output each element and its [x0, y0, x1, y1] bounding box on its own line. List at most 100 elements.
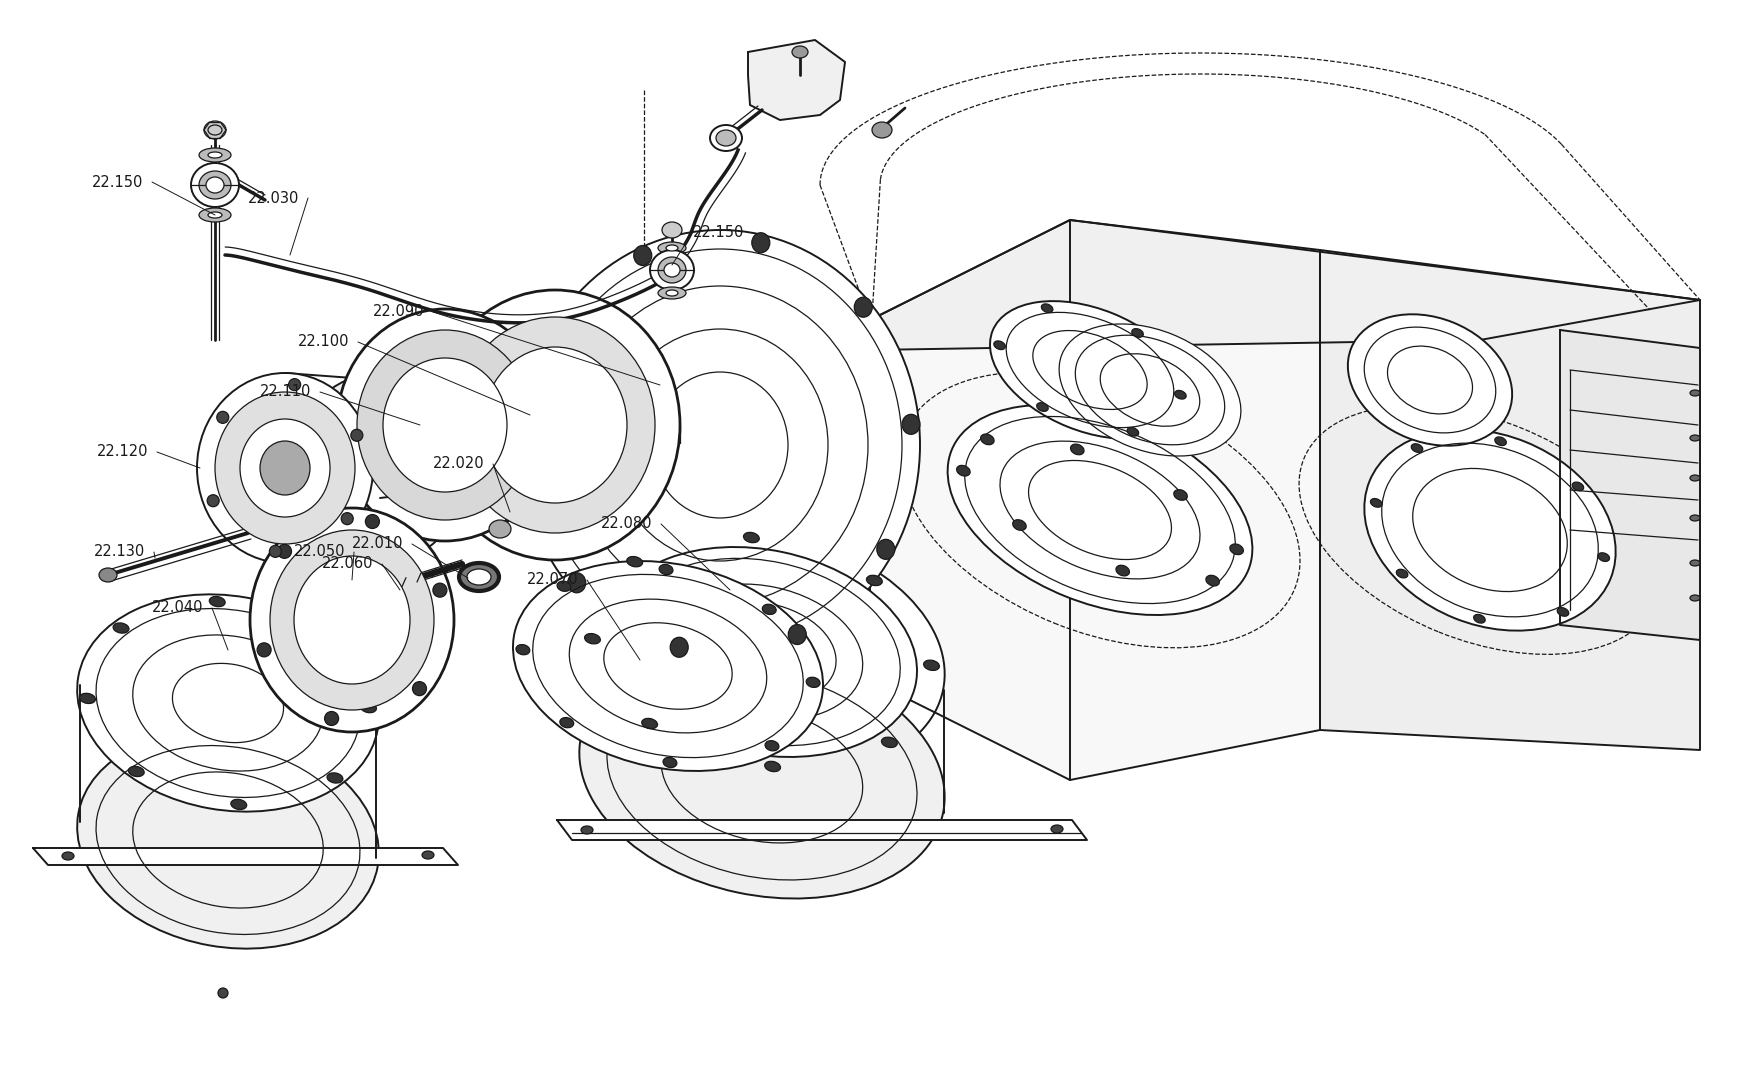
Ellipse shape [579, 652, 944, 899]
Ellipse shape [198, 208, 231, 221]
Ellipse shape [310, 392, 450, 544]
Ellipse shape [657, 257, 685, 282]
Ellipse shape [63, 852, 75, 860]
Text: 22.070: 22.070 [527, 572, 579, 587]
Ellipse shape [289, 379, 301, 391]
Ellipse shape [1689, 515, 1699, 521]
Ellipse shape [989, 301, 1189, 439]
Ellipse shape [1040, 304, 1052, 312]
Ellipse shape [948, 404, 1252, 615]
Ellipse shape [198, 148, 231, 162]
Ellipse shape [270, 546, 282, 557]
Ellipse shape [1012, 520, 1026, 531]
Ellipse shape [882, 737, 897, 748]
Ellipse shape [1036, 402, 1047, 411]
Ellipse shape [901, 414, 920, 434]
Ellipse shape [197, 373, 372, 563]
Ellipse shape [513, 561, 823, 771]
Ellipse shape [584, 633, 600, 644]
Ellipse shape [327, 773, 343, 783]
Text: 22.130: 22.130 [94, 545, 144, 560]
Polygon shape [1320, 250, 1699, 750]
Ellipse shape [981, 434, 993, 445]
Polygon shape [556, 820, 1087, 840]
Ellipse shape [466, 569, 490, 585]
Ellipse shape [715, 129, 736, 146]
Ellipse shape [1410, 444, 1423, 453]
Text: 22.060: 22.060 [322, 556, 374, 571]
Ellipse shape [762, 605, 776, 614]
Ellipse shape [544, 331, 563, 351]
Ellipse shape [311, 629, 327, 640]
Text: 22.050: 22.050 [294, 545, 346, 560]
Ellipse shape [567, 572, 586, 593]
Ellipse shape [412, 682, 426, 696]
Ellipse shape [581, 826, 593, 834]
Ellipse shape [993, 341, 1005, 350]
Text: 22.150: 22.150 [692, 225, 744, 240]
Polygon shape [748, 40, 845, 120]
Text: 22.150: 22.150 [92, 174, 143, 189]
Ellipse shape [209, 212, 223, 218]
Ellipse shape [516, 644, 529, 655]
Ellipse shape [663, 758, 676, 767]
Ellipse shape [113, 623, 129, 633]
Ellipse shape [77, 732, 379, 949]
Ellipse shape [666, 290, 678, 296]
Ellipse shape [459, 563, 499, 591]
Ellipse shape [1689, 595, 1699, 601]
Ellipse shape [1069, 444, 1083, 455]
Ellipse shape [1348, 315, 1511, 446]
Ellipse shape [626, 556, 642, 567]
Ellipse shape [1115, 565, 1129, 576]
Ellipse shape [1059, 324, 1240, 456]
Ellipse shape [250, 508, 454, 732]
Ellipse shape [203, 121, 226, 139]
Ellipse shape [337, 309, 553, 541]
Ellipse shape [607, 547, 916, 756]
Ellipse shape [710, 125, 741, 151]
Ellipse shape [1494, 437, 1506, 445]
Ellipse shape [360, 703, 376, 713]
Ellipse shape [209, 596, 224, 607]
Ellipse shape [483, 347, 626, 503]
Ellipse shape [99, 568, 117, 582]
Text: 22.110: 22.110 [259, 384, 311, 399]
Ellipse shape [1127, 427, 1137, 437]
Ellipse shape [666, 245, 678, 251]
Ellipse shape [1689, 475, 1699, 482]
Ellipse shape [664, 263, 680, 277]
Ellipse shape [659, 565, 673, 575]
Ellipse shape [191, 163, 238, 207]
Polygon shape [33, 849, 457, 865]
Ellipse shape [356, 330, 532, 520]
Text: 22.100: 22.100 [297, 335, 350, 350]
Ellipse shape [270, 530, 433, 710]
Ellipse shape [1556, 608, 1569, 616]
Ellipse shape [866, 576, 882, 585]
Ellipse shape [805, 677, 819, 687]
Ellipse shape [556, 581, 570, 592]
Ellipse shape [788, 625, 805, 644]
Ellipse shape [1050, 825, 1063, 834]
Ellipse shape [791, 46, 807, 58]
Ellipse shape [205, 177, 224, 193]
Ellipse shape [642, 718, 657, 729]
Ellipse shape [1395, 569, 1407, 578]
Ellipse shape [365, 515, 379, 529]
Ellipse shape [1689, 435, 1699, 441]
Ellipse shape [217, 411, 228, 424]
Ellipse shape [661, 221, 682, 238]
Ellipse shape [854, 297, 871, 317]
Ellipse shape [217, 988, 228, 998]
Ellipse shape [259, 441, 310, 495]
Ellipse shape [871, 122, 892, 138]
Ellipse shape [341, 513, 353, 524]
Ellipse shape [216, 392, 355, 544]
Ellipse shape [1689, 389, 1699, 396]
Ellipse shape [129, 766, 144, 777]
Text: 22.120: 22.120 [97, 444, 148, 459]
Ellipse shape [1572, 483, 1582, 491]
Text: 22.090: 22.090 [372, 305, 424, 320]
Ellipse shape [751, 233, 769, 253]
